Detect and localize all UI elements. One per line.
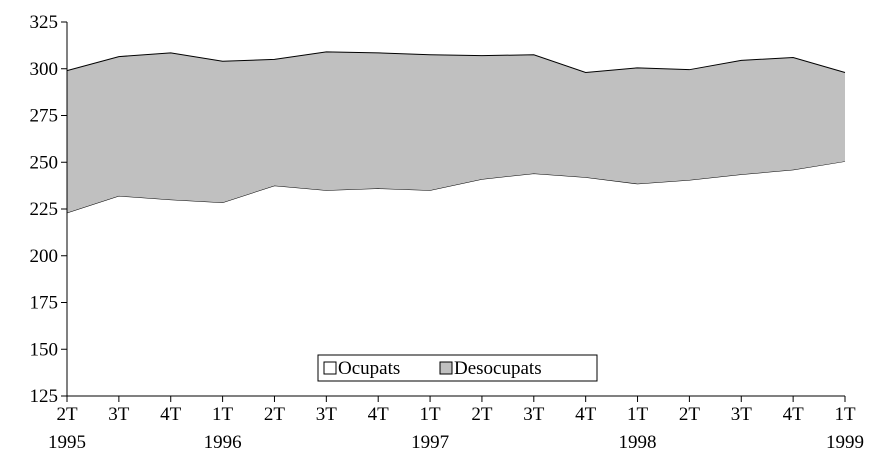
y-tick-label: 250 bbox=[30, 152, 59, 173]
x-year-label: 1997 bbox=[411, 432, 449, 453]
x-tick-label: 3T bbox=[731, 404, 753, 425]
x-tick-label: 1T bbox=[420, 404, 442, 425]
x-tick-label: 2T bbox=[56, 404, 78, 425]
legend-label: Ocupats bbox=[338, 358, 400, 379]
x-tick-label: 2T bbox=[264, 404, 286, 425]
x-year-label: 1998 bbox=[619, 432, 657, 453]
x-tick-label: 2T bbox=[471, 404, 493, 425]
x-tick-label: 4T bbox=[368, 404, 390, 425]
x-tick-label: 4T bbox=[575, 404, 597, 425]
legend-label: Desocupats bbox=[454, 358, 542, 379]
y-tick-label: 300 bbox=[30, 59, 59, 80]
x-tick-label: 4T bbox=[783, 404, 805, 425]
x-tick-label: 3T bbox=[108, 404, 130, 425]
x-tick-label: 4T bbox=[160, 404, 182, 425]
y-tick-label: 325 bbox=[30, 12, 59, 33]
y-tick-label: 150 bbox=[30, 339, 59, 360]
y-tick-label: 175 bbox=[30, 293, 59, 314]
y-tick-label: 275 bbox=[30, 106, 59, 127]
legend-box bbox=[317, 354, 598, 382]
legend-swatch bbox=[323, 361, 337, 375]
x-year-label: 1996 bbox=[204, 432, 242, 453]
x-tick-label: 1T bbox=[834, 404, 856, 425]
y-tick-label: 200 bbox=[30, 246, 59, 267]
x-tick-label: 2T bbox=[679, 404, 701, 425]
area-line bbox=[66, 51, 846, 73]
x-year-label: 1995 bbox=[48, 432, 86, 453]
area-fill bbox=[67, 51, 845, 213]
area-fill bbox=[67, 161, 845, 396]
x-tick-label: 3T bbox=[316, 404, 338, 425]
x-tick-label: 3T bbox=[523, 404, 545, 425]
x-tick-label: 1T bbox=[627, 404, 649, 425]
legend-swatch bbox=[439, 361, 453, 375]
x-year-label: 1999 bbox=[826, 432, 864, 453]
x-tick-label: 1T bbox=[212, 404, 234, 425]
y-tick-label: 125 bbox=[30, 386, 59, 407]
y-tick-label: 225 bbox=[30, 199, 59, 220]
